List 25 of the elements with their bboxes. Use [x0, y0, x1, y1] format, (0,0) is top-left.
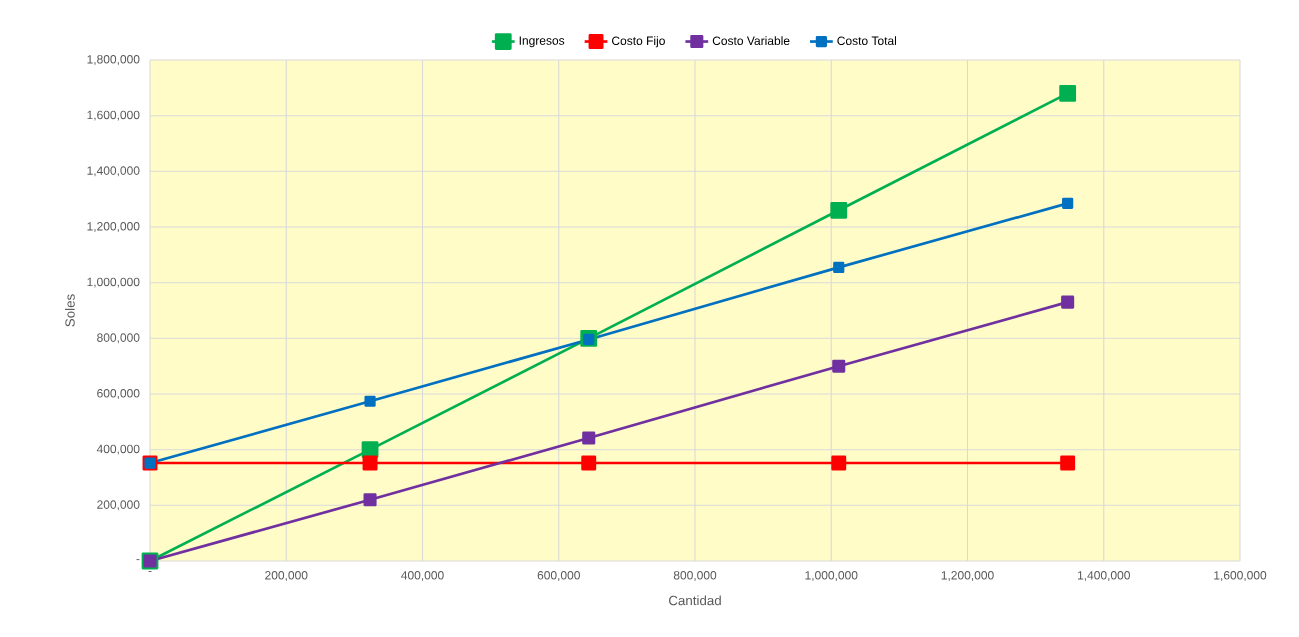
x-tick-label: 1,400,000 — [1077, 571, 1130, 581]
y-tick-label: 200,000 — [97, 500, 140, 511]
y-tick-label: 1,000,000 — [87, 277, 140, 288]
x-axis-title: Cantidad — [668, 595, 721, 606]
legend-label: Costo Total — [837, 36, 897, 46]
legend-label: Costo Variable — [712, 36, 790, 46]
y-tick-label: 1,600,000 — [87, 110, 140, 121]
y-tick-label: 600,000 — [97, 389, 140, 399]
legend-label: Ingresos — [519, 36, 565, 48]
y-tick-label: 1,400,000 — [87, 166, 140, 177]
x-tick-label: 1,000,000 — [805, 571, 858, 581]
y-tick-label: 400,000 — [96, 444, 140, 455]
x-tick-label: 800,000 — [673, 571, 717, 581]
y-axis-title: Soles — [64, 294, 75, 327]
y-tick-label: 1,800,000 — [87, 55, 140, 65]
x-tick-label: 1,200,000 — [941, 571, 994, 581]
x-tick-label: 400,000 — [401, 571, 444, 581]
x-tick-label: - — [148, 571, 152, 572]
y-tick-label: 1,200,000 — [87, 222, 140, 232]
y-tick-label: - — [136, 559, 140, 561]
x-tick-label: 600,000 — [537, 571, 580, 581]
x-tick-label: 1,600,000 — [1214, 571, 1267, 581]
x-tick-label: 200,000 — [265, 571, 308, 581]
y-tick-label: 800,000 — [97, 333, 140, 344]
legend-label: Costo Fijo — [612, 36, 665, 48]
